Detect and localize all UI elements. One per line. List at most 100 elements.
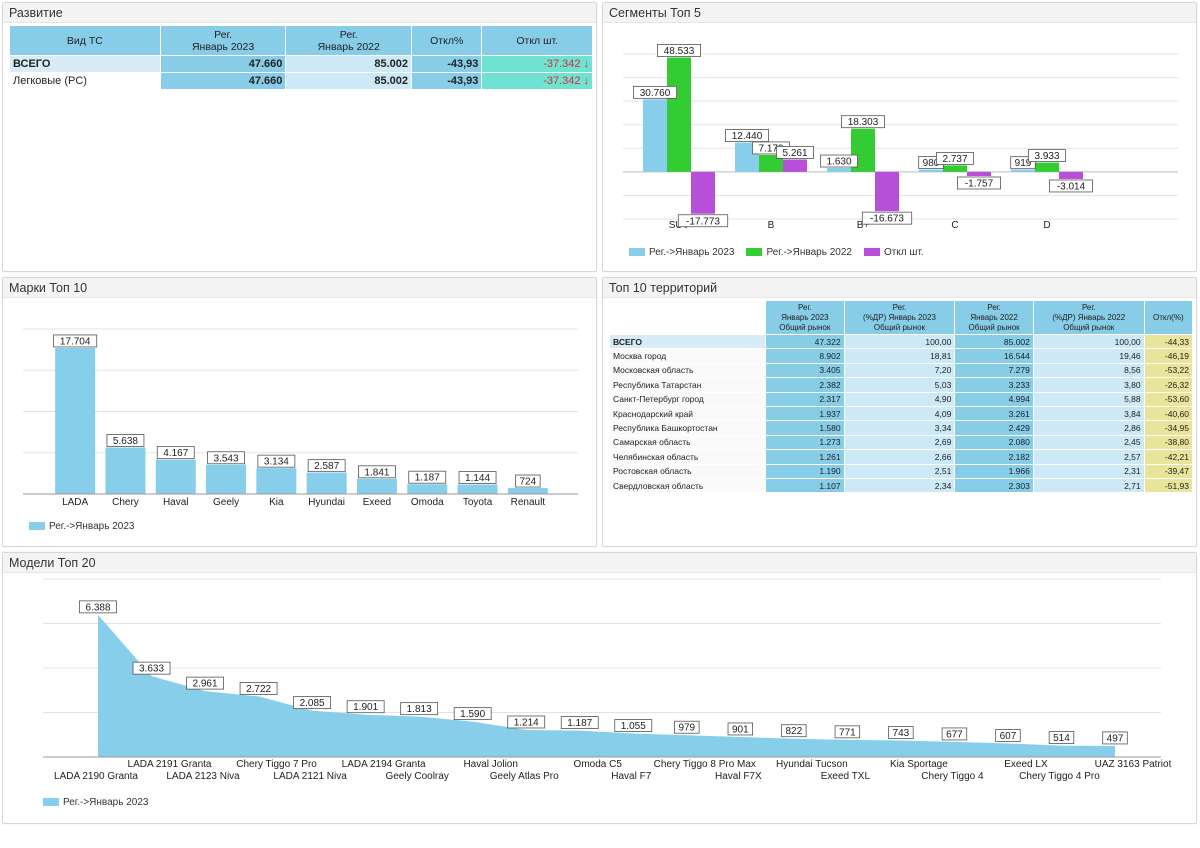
models-chart: 6.388 LADA 2190 Granta 3.633 LADA 2191 Gran…: [43, 578, 1172, 782]
bar[interactable]: [1059, 171, 1083, 179]
data-label: 1.841: [364, 467, 389, 478]
cell-value: 5,03: [843, 377, 956, 393]
data-label-box: [995, 729, 1021, 742]
data-label: 514: [1053, 733, 1070, 744]
col-region[interactable]: [608, 300, 767, 335]
col-reg-2022[interactable]: Рег. Январь 2022: [285, 25, 413, 56]
cell-value: 100,00: [1032, 333, 1145, 350]
cell-value: -38,80: [1143, 434, 1194, 451]
bar[interactable]: [457, 484, 498, 494]
x-tick-label: Kia Sportage: [890, 759, 948, 770]
x-tick-label: Exeed LX: [1004, 759, 1048, 770]
data-label-box: [840, 115, 885, 129]
table-row[interactable]: Легковые (PC) 47.660 85.002 -43,93 -37.3…: [9, 72, 593, 90]
table-row[interactable]: Республика Башкортостан 1.580 3,34 2.429 2,8…: [608, 420, 1194, 436]
cell-value: -40,60: [1143, 405, 1194, 422]
x-tick-label: Geely: [213, 497, 239, 508]
bar[interactable]: [206, 464, 247, 494]
col-reg-2023[interactable]: Рег. Январь 2023: [159, 25, 287, 56]
table-row[interactable]: Челябинская область 1.261 2,66 2.182 2,57 -42…: [608, 449, 1194, 465]
arrow-down-icon: ↓: [583, 58, 590, 70]
bar[interactable]: [155, 459, 196, 494]
bar[interactable]: [1011, 169, 1035, 172]
col-deviation-units[interactable]: Откл шт.: [481, 25, 593, 56]
data-label: 724: [520, 477, 537, 488]
x-tick-label: Geely Coolray: [385, 771, 448, 782]
col-vehicle-type[interactable]: Вид ТС: [9, 25, 161, 56]
bar[interactable]: [306, 472, 347, 494]
data-label-box: [936, 152, 974, 165]
table-row[interactable]: Москва город 8.902 18,81 16.544 19,46 -46,19: [608, 348, 1194, 364]
x-tick-label: Haval: [163, 497, 189, 508]
table-row[interactable]: Краснодарский край 1.937 4,09 3.261 3,84 -40,…: [608, 405, 1194, 422]
data-label: -16.673: [870, 214, 904, 225]
bar[interactable]: [875, 171, 899, 212]
data-label: 2.085: [300, 698, 325, 709]
legend-item[interactable]: Рег.->Январь 2023: [29, 521, 134, 532]
col-reg-2023[interactable]: Рег. Январь 2023 Общий рынок: [765, 300, 845, 335]
data-label: 497: [1107, 733, 1124, 744]
data-label: 5.261: [782, 148, 807, 159]
data-label-box: [53, 334, 98, 348]
legend-item[interactable]: Рег.->Январь 2023: [43, 797, 148, 808]
col-share-2022[interactable]: Рег. (%ДР) Январь 2022 Общий рынок: [1032, 300, 1145, 335]
bar[interactable]: [967, 171, 991, 176]
table-row[interactable]: Республика Татарстан 2.382 5,03 3.233 3,80 -2…: [608, 377, 1194, 393]
cell-value: 2.303: [954, 477, 1034, 494]
data-label: 17.704: [60, 336, 91, 347]
bar[interactable]: [1035, 162, 1059, 172]
cell-value: 2,66: [843, 449, 956, 465]
table-row[interactable]: ВСЕГО 47.660 85.002 -43,93 -37.342 ↓: [9, 55, 593, 73]
bar[interactable]: [691, 171, 715, 214]
segments-legend: Рег.->Январь 2023 Рег.->Январь 2022 Откл…: [629, 247, 924, 258]
x-tick-label: Renault: [511, 497, 546, 508]
col-share-2023[interactable]: Рег. (%ДР) Январь 2023 Общий рынок: [843, 300, 956, 335]
bar[interactable]: [919, 169, 943, 172]
cell-value: 5,88: [1032, 391, 1145, 407]
bar[interactable]: [105, 447, 146, 494]
bar[interactable]: [356, 478, 397, 494]
legend-item[interactable]: Рег.->Январь 2022: [746, 247, 852, 258]
bar[interactable]: [783, 159, 807, 172]
legend-item[interactable]: Рег.->Январь 2023: [629, 247, 734, 258]
data-label: 1.590: [460, 709, 485, 720]
bar[interactable]: [507, 488, 548, 494]
data-label-box: [156, 446, 195, 460]
development-panel-title: Развитие: [3, 3, 596, 23]
table-row[interactable]: ВСЕГО 47.322 100,00 85.002 100,00 -44,33: [608, 333, 1194, 350]
col-deviation-pct[interactable]: Откл(%): [1143, 300, 1194, 335]
bar[interactable]: [256, 468, 297, 494]
segments-panel-title: Сегменты Топ 5: [603, 3, 1196, 23]
regions-panel-title: Топ 10 территорий: [603, 278, 1196, 298]
cell-value: 2,31: [1032, 463, 1145, 479]
bar[interactable]: [643, 99, 667, 172]
table-row[interactable]: Ростовская область 1.190 2,51 1.966 2,31 -39,…: [608, 463, 1194, 479]
legend-item[interactable]: Откл шт.: [863, 247, 924, 258]
data-label: 677: [946, 729, 963, 740]
segments-chart: SUVBB+CD30.76048.533-17.77312.4407.1795.…: [623, 44, 1178, 231]
data-label-box: [725, 129, 770, 142]
area-series[interactable]: [98, 614, 1115, 757]
data-label-box: [861, 211, 913, 225]
col-reg-2022[interactable]: Рег. Январь 2022 Общий рынок: [954, 300, 1034, 335]
cell-value: 2,69: [843, 434, 956, 451]
cell-value: 18,81: [843, 348, 956, 364]
x-tick-label: Chery Tiggo 4: [921, 771, 984, 782]
table-row[interactable]: Московская область 3.405 7,20 7.279 8,56 -53,…: [608, 362, 1194, 379]
bar[interactable]: [759, 154, 783, 172]
bar[interactable]: [55, 347, 96, 494]
col-deviation-pct[interactable]: Откл%: [411, 25, 483, 56]
x-tick-label: Haval Jolion: [463, 759, 517, 770]
data-label-box: [346, 700, 385, 714]
bar[interactable]: [667, 57, 691, 172]
bar[interactable]: [827, 168, 851, 172]
bar[interactable]: [943, 165, 967, 172]
x-tick-label: B: [768, 220, 775, 231]
cell-value: 1.107: [765, 477, 845, 494]
table-row[interactable]: Санкт-Петербург город 2.317 4,90 4.994 5,88-…: [608, 391, 1194, 407]
bar[interactable]: [407, 484, 448, 494]
table-row[interactable]: Свердловская область 1.107 2,34 2.303 2,71 -5…: [608, 477, 1194, 494]
table-row[interactable]: Самарская область 1.273 2,69 2.080 2,45 -38,8…: [608, 434, 1194, 451]
data-label: 1.144: [465, 473, 490, 484]
cell-diff-text: -37.342: [543, 75, 581, 87]
